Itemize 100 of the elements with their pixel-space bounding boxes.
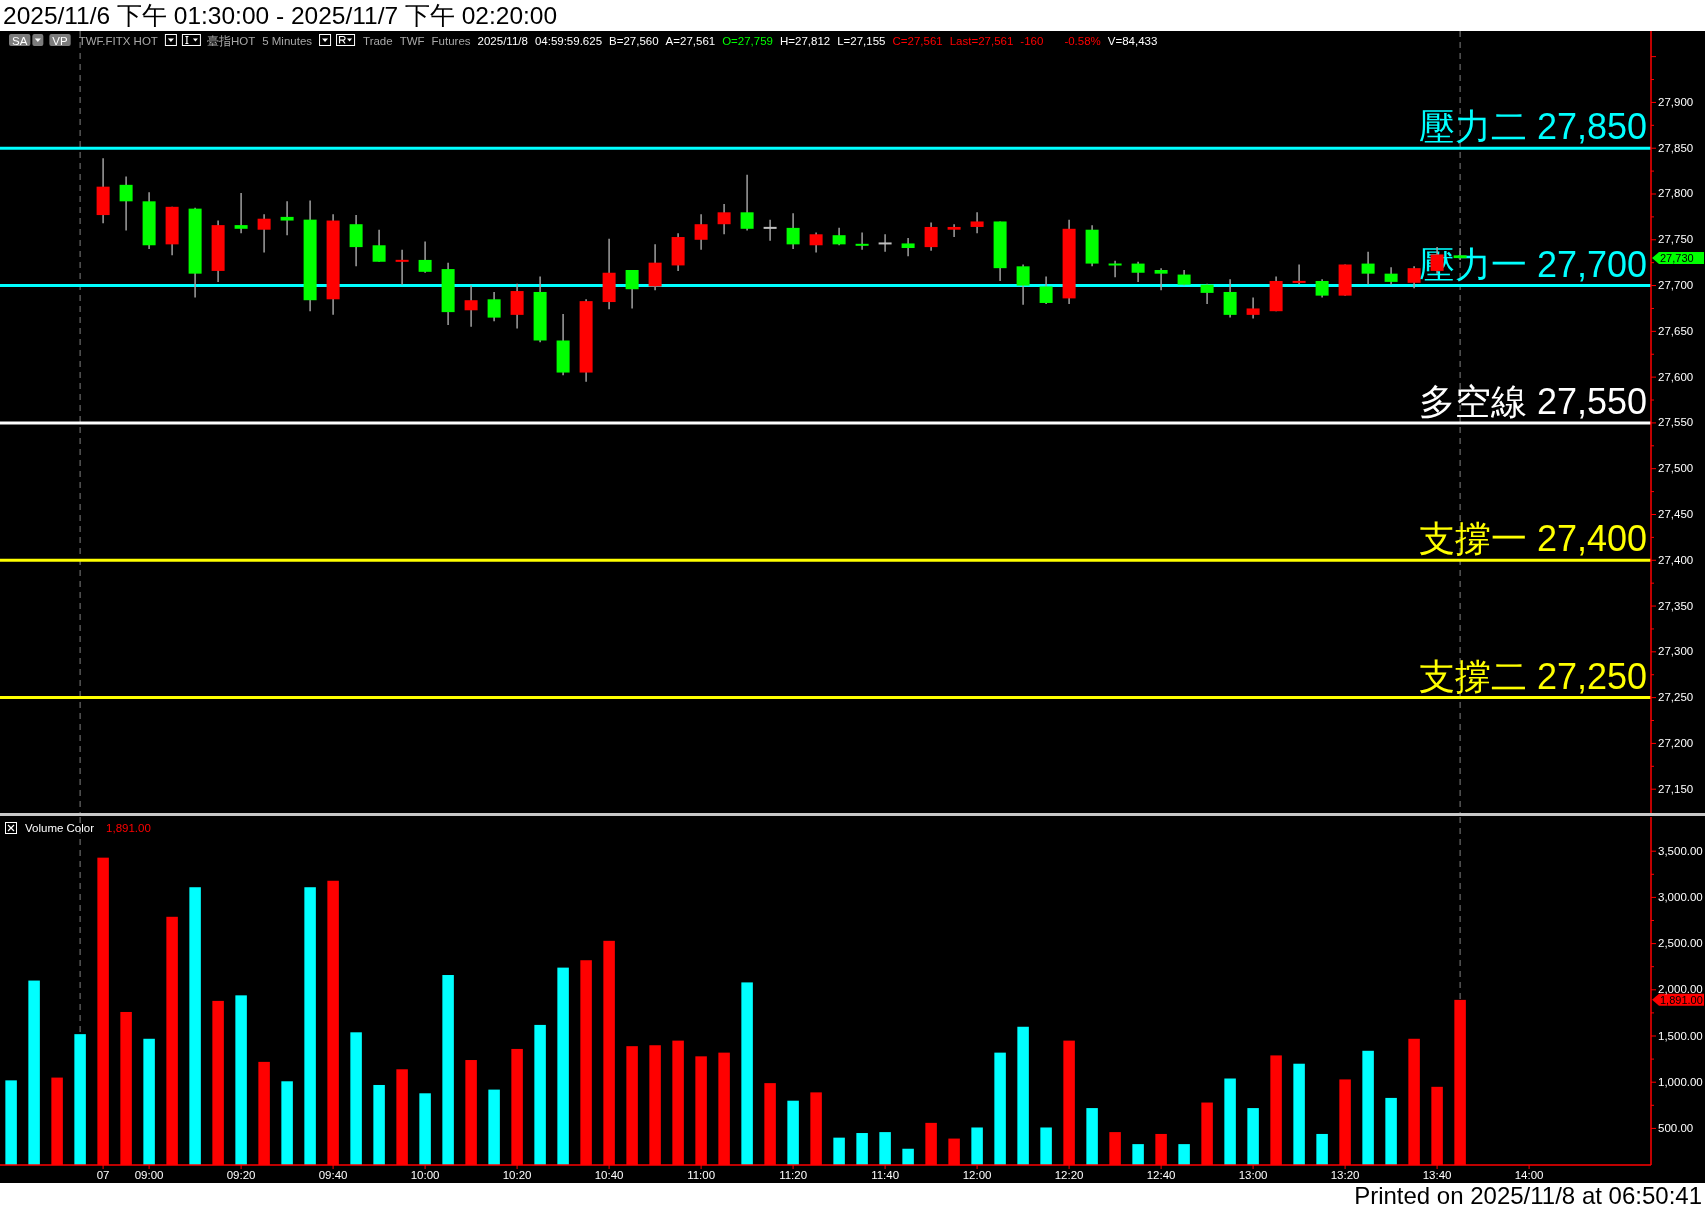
candlestick (855, 231, 869, 251)
candlestick (1315, 278, 1329, 299)
y-tick-label: 27,150 (1658, 782, 1694, 795)
y-tick-label: 27,450 (1658, 507, 1694, 520)
annotation: A=27,561 (665, 34, 716, 47)
candlestick (740, 174, 754, 232)
candlestick (234, 192, 248, 235)
candlestick (349, 214, 363, 268)
candlestick (1154, 267, 1168, 291)
candlestick (694, 213, 708, 251)
candlestick (763, 218, 777, 242)
candlestick (970, 211, 984, 235)
candlestick (487, 291, 501, 323)
y-tick-label: 27,200 (1658, 736, 1694, 749)
annotation: L=27,155 (837, 34, 886, 47)
annotation: O=27,759 (722, 34, 774, 47)
annotation: -0.58% (1064, 34, 1101, 47)
candlestick (280, 200, 294, 236)
annotation: V=84,433 (1107, 34, 1158, 47)
annotation: B=27,560 (609, 34, 659, 47)
y-tick-label: 27,250 (1658, 691, 1694, 704)
y-tick-label: 3,000.00 (1658, 890, 1703, 903)
x-tick-label: 12:40 (1146, 1169, 1176, 1181)
x-tick-label: 09:00 (134, 1169, 164, 1181)
annotation: 2025/11/8 (477, 34, 528, 47)
x-tick-label: 11:00 (687, 1169, 716, 1181)
x-tick-label: 10:40 (594, 1169, 624, 1181)
y-tick-label: 1,000.00 (1658, 1075, 1703, 1088)
candlestick (1361, 250, 1375, 286)
candlestick (464, 284, 478, 328)
text: 27,730 (1660, 252, 1694, 265)
candlestick (947, 223, 961, 238)
annotation: -160 (1020, 34, 1044, 47)
ref-line-label: 壓力二 27,850 (1418, 106, 1647, 148)
y-tick-label: 27,700 (1658, 279, 1694, 292)
annotation: H=27,812 (780, 34, 831, 47)
y-tick-label: 27,500 (1658, 462, 1694, 475)
y-tick-label: 2,000.00 (1658, 983, 1703, 996)
x-tick-label: 10:20 (502, 1169, 532, 1181)
text: Printed on 2025/11/8 at 06:50:41 (1354, 1182, 1702, 1209)
annotation: Last=27,561 (949, 34, 1014, 47)
x-tick-label: 12:00 (962, 1169, 992, 1181)
candlestick (1292, 263, 1306, 286)
candlestick (1131, 261, 1145, 283)
annotation: Futures (431, 34, 471, 47)
annotation: Trade (363, 34, 393, 47)
candlestick (395, 249, 409, 286)
y-tick-label: 3,500.00 (1658, 844, 1703, 857)
candlestick (924, 221, 938, 252)
candlestick (878, 233, 892, 253)
x-tick-label: 13:40 (1422, 1169, 1452, 1181)
candlestick (1108, 260, 1122, 279)
candlestick (1039, 275, 1053, 305)
annotation: 04:59:59.625 (534, 34, 603, 47)
candlestick (372, 228, 386, 263)
candlestick (1246, 296, 1260, 320)
x-tick-label: 13:00 (1238, 1169, 1268, 1181)
y-tick-label: 27,900 (1658, 95, 1694, 108)
y-tick-label: 1,500.00 (1658, 1029, 1703, 1042)
annotation: 臺指HOT (206, 34, 256, 47)
chart-title: 2025/11/6 下午 01:30:00 - 2025/11/7 下午 02:20:00 (3, 2, 558, 29)
ref-line-label: 支撐一 27,400 (1418, 518, 1647, 560)
annotation: C=27,561 (892, 34, 943, 47)
candlestick (1407, 265, 1421, 290)
y-tick-label: 27,600 (1658, 370, 1694, 383)
y-tick-label: 27,650 (1658, 324, 1694, 337)
candlestick (257, 213, 271, 254)
x-tick-label: 12:20 (1054, 1169, 1084, 1181)
candlestick (1223, 278, 1237, 319)
x-tick-label: 09:40 (318, 1169, 348, 1181)
x-tick-label: 14:00 (1514, 1169, 1544, 1181)
candlestick (625, 269, 639, 310)
candlestick (648, 243, 662, 291)
candlestick (717, 203, 731, 236)
y-tick-label: 27,850 (1658, 141, 1694, 154)
candlestick (1200, 282, 1214, 305)
annotation: TWF (399, 34, 425, 47)
y-tick-label: 27,300 (1658, 645, 1694, 658)
x-tick-label: 07 (96, 1169, 110, 1181)
y-tick-label: 27,750 (1658, 233, 1694, 246)
chart-title: Volume Color (25, 822, 95, 834)
y-tick-label: 2,500.00 (1658, 937, 1703, 950)
candlestick (901, 237, 915, 258)
annotation: TWF.FITX HOT (78, 34, 158, 47)
candlestick (510, 282, 524, 330)
candlestick (1016, 263, 1030, 306)
y-tick-label: 27,400 (1658, 553, 1694, 566)
candlestick (119, 175, 133, 232)
y-tick-label: 27,350 (1658, 599, 1694, 612)
x-tick-label: 11:20 (779, 1169, 808, 1181)
candlestick (786, 212, 800, 250)
y-tick-label: 500.00 (1658, 1121, 1694, 1134)
x-tick-label: 13:20 (1330, 1169, 1360, 1181)
annotation: 5 Minutes (262, 34, 313, 47)
candlestick (418, 240, 432, 274)
x-tick-label: 10:00 (410, 1169, 440, 1181)
x-tick-label: 09:20 (226, 1169, 256, 1181)
candlestick (809, 231, 823, 254)
y-tick-label: 27,800 (1658, 187, 1694, 200)
ref-line-label: 多空線 27,550 (1418, 380, 1647, 422)
